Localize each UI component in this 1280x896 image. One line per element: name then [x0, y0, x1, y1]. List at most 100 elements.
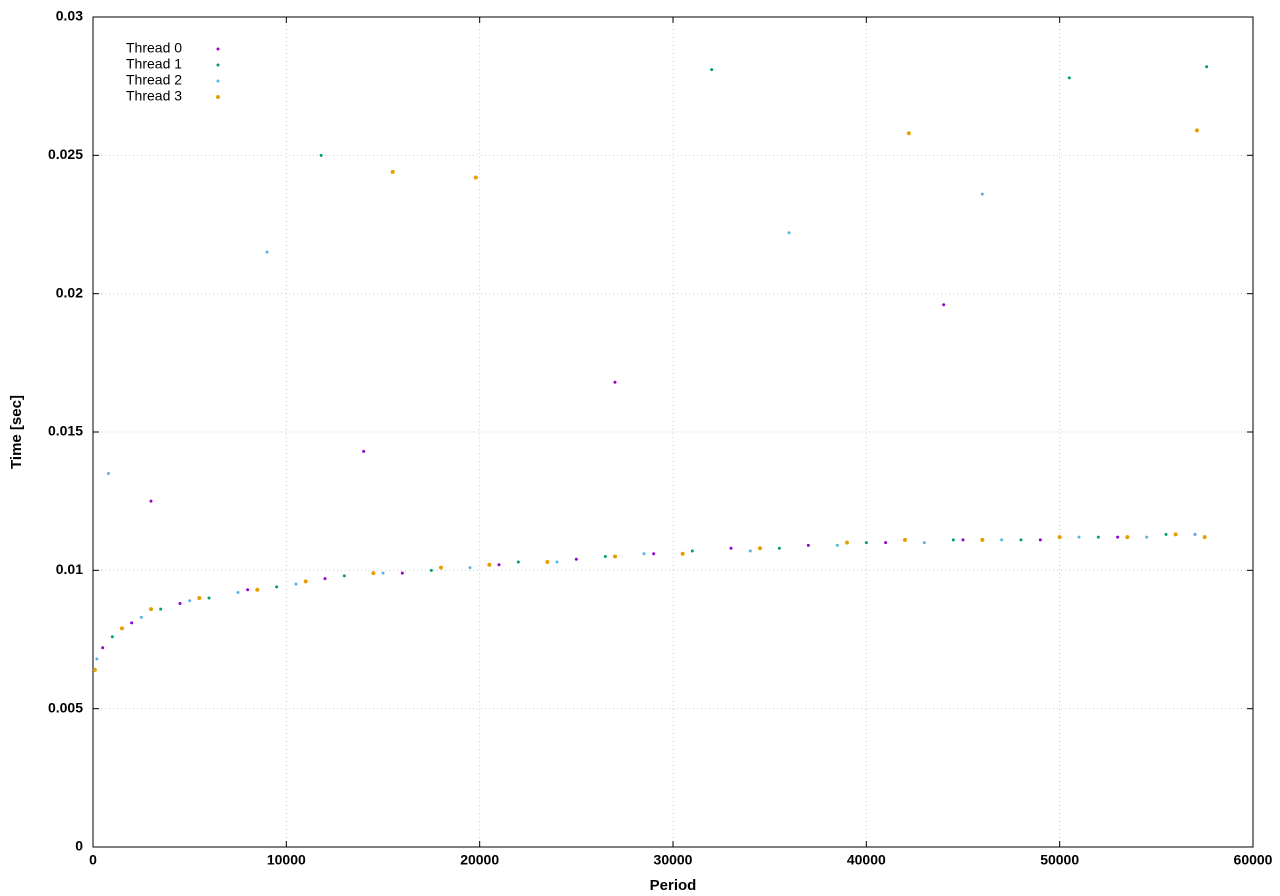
legend-marker	[216, 63, 220, 67]
legend-label: Thread 3	[126, 88, 182, 104]
point	[980, 537, 985, 542]
point	[120, 626, 124, 631]
point	[574, 557, 578, 561]
point	[106, 472, 110, 475]
point	[139, 615, 143, 619]
point	[884, 541, 888, 545]
point	[1205, 65, 1209, 69]
point	[729, 546, 733, 550]
point	[758, 546, 762, 551]
point	[101, 646, 105, 650]
point	[468, 566, 472, 570]
point	[1019, 538, 1023, 542]
point	[906, 131, 911, 136]
y-tick-label: 0.015	[48, 423, 83, 439]
point	[845, 540, 849, 545]
point	[1057, 535, 1062, 540]
point	[903, 537, 907, 542]
point	[439, 565, 443, 570]
point	[381, 571, 385, 575]
point	[265, 250, 269, 254]
point	[1077, 535, 1081, 539]
point	[1173, 532, 1178, 537]
point	[690, 549, 694, 553]
point	[922, 541, 926, 545]
legend-marker	[216, 79, 220, 83]
y-tick-label: 0.01	[56, 561, 83, 577]
point	[516, 560, 520, 564]
point	[787, 231, 791, 235]
legend-label: Thread 1	[126, 56, 182, 72]
point	[149, 607, 153, 612]
point	[188, 599, 192, 603]
point	[835, 543, 839, 547]
point	[362, 449, 366, 453]
point	[342, 574, 346, 578]
legend-marker	[216, 95, 220, 99]
point	[159, 607, 163, 611]
point	[1194, 128, 1199, 133]
point	[652, 552, 656, 556]
point	[487, 562, 492, 567]
point	[497, 563, 501, 567]
point	[473, 175, 478, 180]
point	[197, 596, 202, 600]
point	[961, 538, 965, 542]
point	[980, 192, 984, 196]
x-tick-label: 30000	[654, 852, 693, 868]
point	[942, 303, 946, 307]
point	[1125, 535, 1130, 540]
plot-frame	[92, 16, 1254, 848]
point	[1038, 538, 1042, 542]
x-tick-label: 50000	[1040, 852, 1079, 868]
point	[92, 667, 97, 672]
point	[130, 621, 134, 625]
x-tick-label: 0	[89, 852, 97, 868]
legend-label: Thread 2	[126, 72, 182, 88]
point	[1202, 535, 1207, 540]
point	[951, 538, 955, 542]
point	[710, 68, 714, 72]
y-tick-label: 0	[75, 838, 83, 854]
point	[303, 579, 308, 584]
point	[613, 380, 617, 384]
y-tick-label: 0.02	[56, 284, 83, 300]
point	[748, 549, 752, 553]
y-tick-label: 0.025	[48, 146, 83, 162]
point	[1067, 76, 1071, 80]
point	[1000, 538, 1004, 542]
point	[95, 657, 99, 661]
point	[390, 169, 395, 174]
point	[1096, 535, 1100, 539]
x-tick-label: 40000	[847, 852, 886, 868]
point	[1164, 532, 1168, 536]
point	[613, 554, 617, 559]
point	[777, 546, 781, 550]
point	[275, 585, 279, 589]
point	[400, 571, 404, 575]
legend-label: Thread 0	[126, 40, 182, 56]
point	[555, 560, 559, 564]
point	[642, 552, 646, 556]
point	[603, 555, 607, 558]
point	[545, 560, 550, 565]
legend-marker	[216, 47, 220, 51]
x-tick-label: 10000	[267, 852, 306, 868]
point	[207, 596, 211, 600]
point	[371, 571, 376, 576]
x-tick-label: 20000	[460, 852, 499, 868]
y-axis-label: Time [sec]	[8, 395, 25, 469]
point	[110, 635, 114, 639]
x-axis-label: Period	[650, 877, 697, 894]
point	[246, 588, 250, 592]
point	[323, 577, 327, 581]
point	[1116, 535, 1120, 539]
point	[236, 590, 240, 594]
point	[255, 587, 260, 592]
y-tick-label: 0.03	[56, 8, 83, 24]
point	[1193, 532, 1197, 536]
x-tick-label: 60000	[1234, 852, 1273, 868]
point	[294, 582, 298, 586]
point	[149, 499, 153, 503]
